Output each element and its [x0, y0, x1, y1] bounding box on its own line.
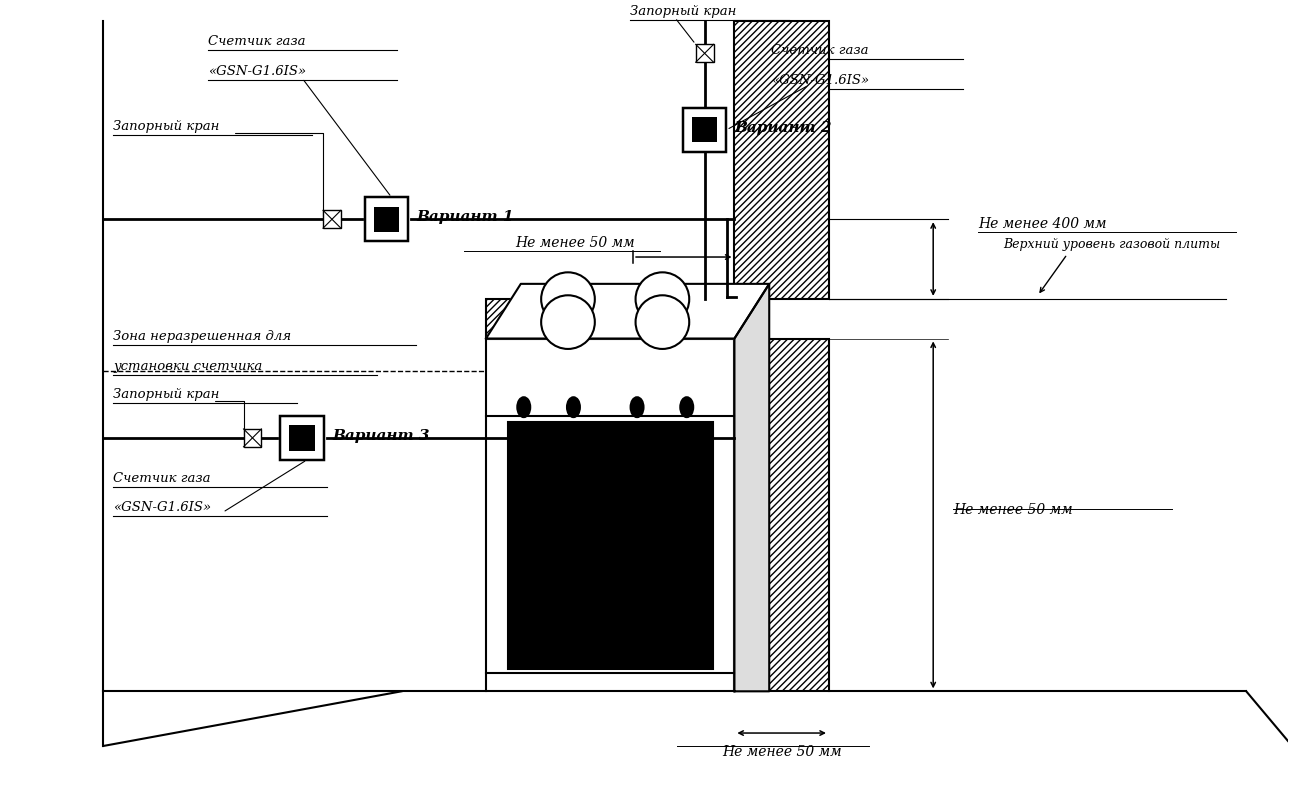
Text: Вариант 2: Вариант 2 [734, 121, 832, 135]
Text: Запорный кран: Запорный кран [630, 5, 736, 18]
Bar [486, 299, 734, 338]
Bar [734, 21, 829, 299]
Bar [693, 117, 717, 143]
Bar [734, 21, 829, 299]
Ellipse shape [630, 397, 643, 417]
Bar [734, 338, 829, 691]
Polygon shape [734, 284, 769, 691]
Bar [734, 338, 829, 691]
Text: Счетчик газа: Счетчик газа [114, 472, 211, 484]
Bar [695, 44, 713, 63]
Circle shape [636, 273, 689, 326]
Text: «GSN-G1.6IS»: «GSN-G1.6IS» [208, 65, 306, 78]
Bar [373, 207, 399, 232]
Bar [486, 299, 734, 338]
Bar [243, 429, 261, 447]
Text: Не менее 50 мм: Не менее 50 мм [953, 503, 1072, 517]
Text: Счетчик газа: Счетчик газа [771, 44, 868, 57]
Text: Верхний уровень газовой плиты: Верхний уровень газовой плиты [1004, 238, 1221, 251]
Text: «GSN-G1.6IS»: «GSN-G1.6IS» [771, 74, 870, 87]
Text: Зона неразрешенная для: Зона неразрешенная для [114, 330, 292, 343]
Circle shape [541, 273, 594, 326]
Text: Не менее 400 мм: Не менее 400 мм [978, 217, 1106, 231]
Bar [508, 422, 713, 670]
Bar [280, 416, 324, 460]
Text: Запорный кран: Запорный кран [114, 388, 220, 401]
Bar [289, 425, 315, 451]
Bar [682, 108, 726, 152]
Circle shape [541, 295, 594, 349]
Text: «GSN-G1.6IS»: «GSN-G1.6IS» [114, 501, 212, 514]
Ellipse shape [567, 397, 580, 417]
Text: Счетчик газа: Счетчик газа [208, 35, 305, 48]
Text: установки счетчика: установки счетчика [114, 360, 262, 373]
Polygon shape [486, 284, 769, 338]
Ellipse shape [681, 397, 694, 417]
Circle shape [636, 295, 689, 349]
Text: Не менее 50 мм: Не менее 50 мм [516, 236, 636, 250]
Text: Не менее 50 мм: Не менее 50 мм [722, 745, 841, 759]
Ellipse shape [517, 397, 530, 417]
Bar [323, 210, 341, 229]
Bar [486, 338, 734, 691]
Text: Запорный кран: Запорный кран [114, 119, 220, 133]
Text: Вариант 1: Вариант 1 [416, 210, 514, 225]
Bar [364, 197, 408, 241]
Text: Вариант 3: Вариант 3 [332, 429, 429, 443]
